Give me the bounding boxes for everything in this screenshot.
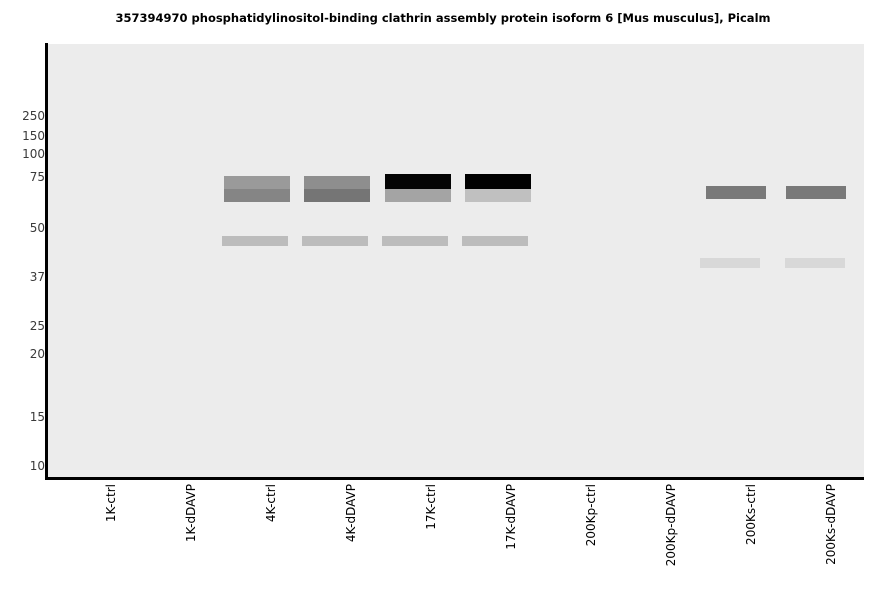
y-tick-label: 10 [29,459,45,473]
gel-band [465,189,531,202]
y-tick-label: 25 [29,319,45,333]
y-tick-label: 75 [29,170,45,184]
x-tick-label-200ks-ddavp: 200Ks-dDAVP [824,484,838,565]
gel-band [304,189,370,202]
x-tick-label-17k-ctrl: 17K-ctrl [424,484,438,530]
x-tick-label-200kp-ddavp: 200Kp-dDAVP [664,484,678,567]
y-axis-line [45,43,48,478]
y-tick-label: 250 [22,109,45,123]
gel-band [700,258,760,268]
gel-band [382,236,448,246]
gel-band [462,236,528,246]
x-tick-label-4k-ctrl: 4K-ctrl [264,484,278,523]
x-axis-line [45,477,864,480]
x-tick-label-200kp-ctrl: 200Kp-ctrl [584,484,598,547]
x-tick-label-1k-ctrl: 1K-ctrl [104,484,118,523]
gel-band [302,236,368,246]
y-tick-label: 20 [29,347,45,361]
x-tick-label-200ks-ctrl: 200Ks-ctrl [744,484,758,545]
gel-band [224,176,290,189]
gel-band [706,186,766,199]
gel-band [385,174,451,189]
y-tick-label: 37 [29,270,45,284]
x-tick-label-17k-ddavp: 17K-dDAVP [504,484,518,550]
gel-plot-area [48,44,864,477]
gel-band [304,176,370,189]
chart-title: 357394970 phosphatidylinositol-binding c… [115,11,771,25]
x-tick-label-1k-ddavp: 1K-dDAVP [184,484,198,543]
gel-band [465,174,531,189]
gel-band [785,258,845,268]
y-axis-tick-labels: 250 150 100 75 50 37 25 20 15 10 [0,0,45,595]
gel-band [786,186,846,199]
x-tick-label-4k-ddavp: 4K-dDAVP [344,484,358,543]
y-tick-label: 50 [29,221,45,235]
gel-band [385,189,451,202]
y-tick-label: 15 [29,410,45,424]
gel-band [222,236,288,246]
y-tick-label: 100 [22,147,45,161]
y-tick-label: 150 [22,129,45,143]
gel-band [224,189,290,202]
